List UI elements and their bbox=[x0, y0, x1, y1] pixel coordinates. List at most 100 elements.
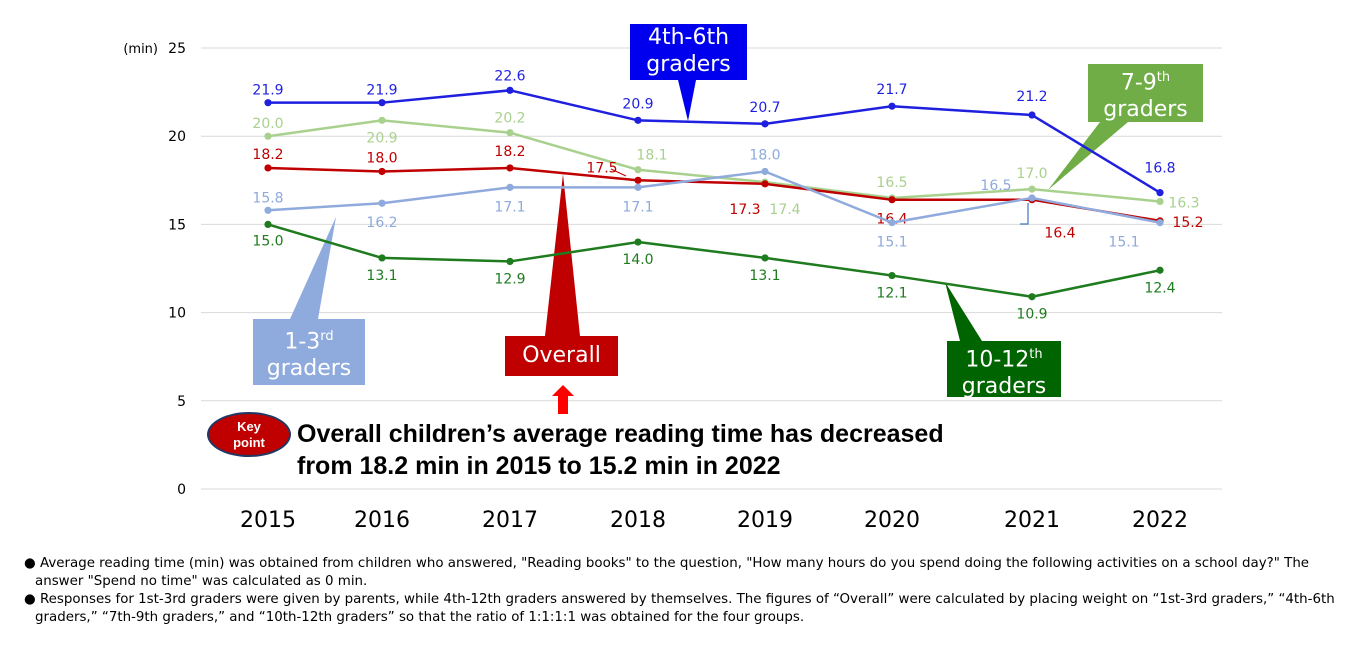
data-label-g13-2015: 15.8 bbox=[252, 190, 283, 206]
data-point-g46-2020 bbox=[888, 102, 896, 110]
data-label-g1012-2017: 12.9 bbox=[494, 271, 525, 287]
leader-line-overall-2018 bbox=[610, 168, 627, 177]
x-tick-label-2018: 2018 bbox=[610, 508, 666, 533]
x-tick-label-2015: 2015 bbox=[240, 508, 296, 533]
callout-7th-9th-line2: graders bbox=[1103, 97, 1188, 123]
data-label-g79-2017: 20.2 bbox=[494, 111, 525, 127]
series-line-g79 bbox=[267, 119, 1161, 203]
data-point-g79-2016 bbox=[378, 116, 386, 124]
data-point-overall-2015 bbox=[264, 164, 272, 172]
data-point-overall-2017 bbox=[506, 164, 514, 172]
data-label-g79-2018: 18.1 bbox=[636, 148, 667, 164]
data-point-g13-2020 bbox=[888, 219, 896, 227]
data-point-g46-2015 bbox=[264, 99, 272, 107]
callout-10th-12th-graders: 10-12th graders bbox=[947, 341, 1061, 399]
y-tick-label-15: 15 bbox=[168, 217, 186, 233]
data-point-g46-2021 bbox=[1028, 111, 1036, 119]
y-tick-label-5: 5 bbox=[177, 394, 186, 410]
x-tick-label-2021: 2021 bbox=[1004, 508, 1060, 533]
data-label-g79-2021: 17.0 bbox=[1016, 166, 1047, 182]
data-label-g13-2018: 17.1 bbox=[622, 199, 653, 215]
data-label-g1012-2021: 10.9 bbox=[1016, 307, 1047, 323]
y-tick-label-10: 10 bbox=[168, 306, 186, 322]
data-label-overall-2016: 18.0 bbox=[366, 150, 397, 166]
x-tick-label-2017: 2017 bbox=[482, 508, 538, 533]
data-point-g46-2016 bbox=[378, 99, 386, 107]
data-point-g13-2016 bbox=[378, 199, 386, 207]
data-label-g46-2015: 21.9 bbox=[252, 83, 283, 99]
data-point-g1012-2020 bbox=[888, 271, 896, 280]
series-line-overall bbox=[267, 166, 1161, 223]
callout-1st-3rd-graders: 1-3rd graders bbox=[253, 319, 365, 385]
footnote-2: ● Responses for 1st-3rd graders were giv… bbox=[24, 592, 1335, 625]
data-point-g46-2022 bbox=[1156, 189, 1164, 197]
data-point-g13-2017 bbox=[506, 183, 514, 191]
callout-4th-6th-graders: 4th-6th graders bbox=[630, 24, 747, 80]
data-point-g13-2018 bbox=[634, 183, 642, 191]
data-point-g1012-2018 bbox=[634, 238, 642, 246]
callout-tail-10th-12th bbox=[945, 282, 982, 341]
data-label-g79-2022: 16.3 bbox=[1168, 195, 1199, 211]
callout-10th-12th-line1: 10-12 bbox=[965, 347, 1030, 373]
leader-line-g13-2021 bbox=[1020, 203, 1029, 225]
data-label-g79-2015: 20.0 bbox=[252, 116, 283, 132]
overall-arrow-head bbox=[552, 385, 574, 396]
data-label-overall-2017: 18.2 bbox=[494, 144, 525, 160]
key-point-line2: from 18.2 min in 2015 to 15.2 min in 202… bbox=[297, 452, 781, 480]
data-label-g13-2022: 15.1 bbox=[1108, 235, 1139, 251]
data-point-overall-2018 bbox=[634, 176, 642, 184]
data-point-g13-2015 bbox=[264, 206, 272, 214]
y-tick-label-0: 0 bbox=[177, 482, 186, 498]
series-line-g1012 bbox=[267, 223, 1161, 298]
data-point-g46-2018 bbox=[634, 116, 642, 124]
callout-1st-3rd-line2: graders bbox=[266, 356, 352, 382]
callout-10th-12th-sup: th bbox=[1029, 347, 1043, 362]
data-label-g46-2021: 21.2 bbox=[1016, 89, 1047, 105]
y-tick-label-20: 20 bbox=[168, 129, 186, 145]
data-label-g1012-2018: 14.0 bbox=[622, 252, 653, 268]
key-point-badge-line1: Key bbox=[237, 418, 261, 434]
callout-4th-6th-line1: 4th-6th bbox=[647, 25, 730, 50]
data-point-g1012-2016 bbox=[378, 254, 386, 262]
data-label-g46-2017: 22.6 bbox=[494, 68, 525, 84]
data-point-g79-2015 bbox=[264, 132, 272, 140]
series-line-g46 bbox=[268, 89, 1161, 194]
data-point-g46-2019 bbox=[761, 120, 769, 128]
callout-1st-3rd-sup: rd bbox=[320, 329, 334, 344]
data-label-overall-2015: 18.2 bbox=[252, 147, 283, 163]
callout-tail-4th-6th bbox=[678, 80, 696, 121]
data-label-overall-2018: 17.5 bbox=[586, 160, 617, 176]
x-tick-label-2022: 2022 bbox=[1132, 508, 1188, 533]
data-label-g46-2022: 16.8 bbox=[1144, 161, 1175, 177]
x-tick-label-2019: 2019 bbox=[737, 508, 793, 533]
callout-overall: Overall bbox=[505, 336, 618, 376]
data-label-g1012-2019: 13.1 bbox=[749, 268, 780, 284]
y-axis-unit: (min) bbox=[123, 42, 158, 57]
callout-tail-overall bbox=[545, 174, 580, 336]
data-point-g79-2022 bbox=[1156, 197, 1164, 206]
data-point-g1012-2022 bbox=[1156, 266, 1164, 274]
callout-overall-label: Overall bbox=[522, 343, 601, 368]
data-point-g1012-2019 bbox=[761, 254, 769, 262]
data-label-g1012-2015: 15.0 bbox=[252, 233, 283, 249]
data-point-g79-2021 bbox=[1028, 185, 1036, 193]
data-label-g46-2020: 21.7 bbox=[876, 82, 907, 98]
data-label-g79-2016: 20.9 bbox=[366, 130, 397, 146]
data-label-g13-2019: 18.0 bbox=[749, 147, 780, 163]
key-point-text: Overall children’s average reading time … bbox=[297, 418, 944, 482]
data-label-g79-2020: 16.5 bbox=[876, 175, 907, 191]
data-label-overall-2019: 17.3 bbox=[729, 202, 760, 218]
data-point-g46-2017 bbox=[506, 86, 514, 94]
data-point-g13-2021 bbox=[1028, 194, 1036, 202]
callout-7th-9th-line1: 7-9 bbox=[1120, 70, 1157, 96]
data-point-g79-2017 bbox=[506, 129, 514, 137]
footnotes: ● Average reading time (min) was obtaine… bbox=[24, 555, 1342, 627]
data-label-overall-2021: 16.4 bbox=[1044, 226, 1075, 242]
x-tick-label-2020: 2020 bbox=[864, 508, 920, 533]
data-label-g1012-2020: 12.1 bbox=[876, 286, 907, 302]
data-label-g1012-2022: 12.4 bbox=[1144, 280, 1175, 296]
data-point-g1012-2021 bbox=[1028, 293, 1036, 301]
data-label-overall-2022: 15.2 bbox=[1172, 215, 1203, 231]
y-tick-label-25: 25 bbox=[168, 41, 186, 57]
data-point-overall-2020 bbox=[888, 196, 896, 204]
